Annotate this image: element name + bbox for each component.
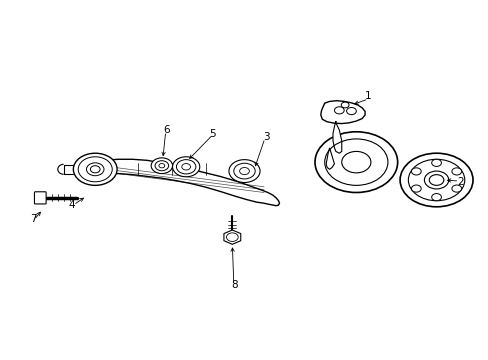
Text: 1: 1 [365,91,371,101]
Text: 8: 8 [231,280,238,291]
Text: 5: 5 [209,129,216,139]
Polygon shape [332,121,341,153]
Polygon shape [78,159,279,206]
Circle shape [314,132,397,193]
Circle shape [334,107,344,114]
Circle shape [172,157,200,177]
Circle shape [151,158,172,174]
Polygon shape [325,148,334,169]
Circle shape [86,163,104,176]
Circle shape [239,167,249,175]
Text: 2: 2 [457,177,463,187]
Text: 4: 4 [68,200,75,210]
Circle shape [228,159,260,183]
Text: 3: 3 [263,132,269,142]
Circle shape [399,153,472,207]
Circle shape [182,163,190,170]
Circle shape [451,185,461,192]
FancyBboxPatch shape [34,192,46,204]
Circle shape [341,102,348,108]
Circle shape [431,194,441,201]
Circle shape [410,185,420,192]
Circle shape [346,108,356,114]
Circle shape [159,163,164,168]
Circle shape [431,159,441,166]
Circle shape [410,168,420,175]
Polygon shape [320,101,365,123]
Circle shape [451,168,461,175]
Text: 7: 7 [30,214,36,224]
Circle shape [73,153,117,185]
Text: 6: 6 [163,125,170,135]
Circle shape [424,171,448,189]
